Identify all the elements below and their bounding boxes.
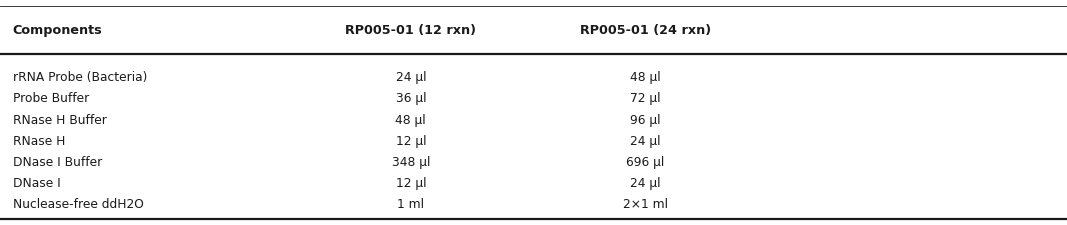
Text: RNase H: RNase H [13,134,65,147]
Text: 696 µl: 696 µl [626,155,665,168]
Text: DNase I: DNase I [13,176,61,189]
Text: 36 µl: 36 µl [396,92,426,105]
Text: 1 ml: 1 ml [397,197,425,210]
Text: 24 µl: 24 µl [631,134,660,147]
Text: 24 µl: 24 µl [631,176,660,189]
Text: RP005-01 (24 rxn): RP005-01 (24 rxn) [580,24,711,37]
Text: RP005-01 (12 rxn): RP005-01 (12 rxn) [346,24,476,37]
Text: 348 µl: 348 µl [392,155,430,168]
Text: Components: Components [13,24,102,37]
Text: DNase I Buffer: DNase I Buffer [13,155,102,168]
Text: RNase H Buffer: RNase H Buffer [13,113,107,126]
Text: 24 µl: 24 µl [396,71,426,84]
Text: 2×1 ml: 2×1 ml [623,197,668,210]
Text: 48 µl: 48 µl [396,113,426,126]
Text: Probe Buffer: Probe Buffer [13,92,89,105]
Text: Nuclease-free ddH2O: Nuclease-free ddH2O [13,197,144,210]
Text: 12 µl: 12 µl [396,134,426,147]
Text: 48 µl: 48 µl [631,71,660,84]
Text: 12 µl: 12 µl [396,176,426,189]
Text: 96 µl: 96 µl [631,113,660,126]
Text: 72 µl: 72 µl [631,92,660,105]
Text: rRNA Probe (Bacteria): rRNA Probe (Bacteria) [13,71,147,84]
